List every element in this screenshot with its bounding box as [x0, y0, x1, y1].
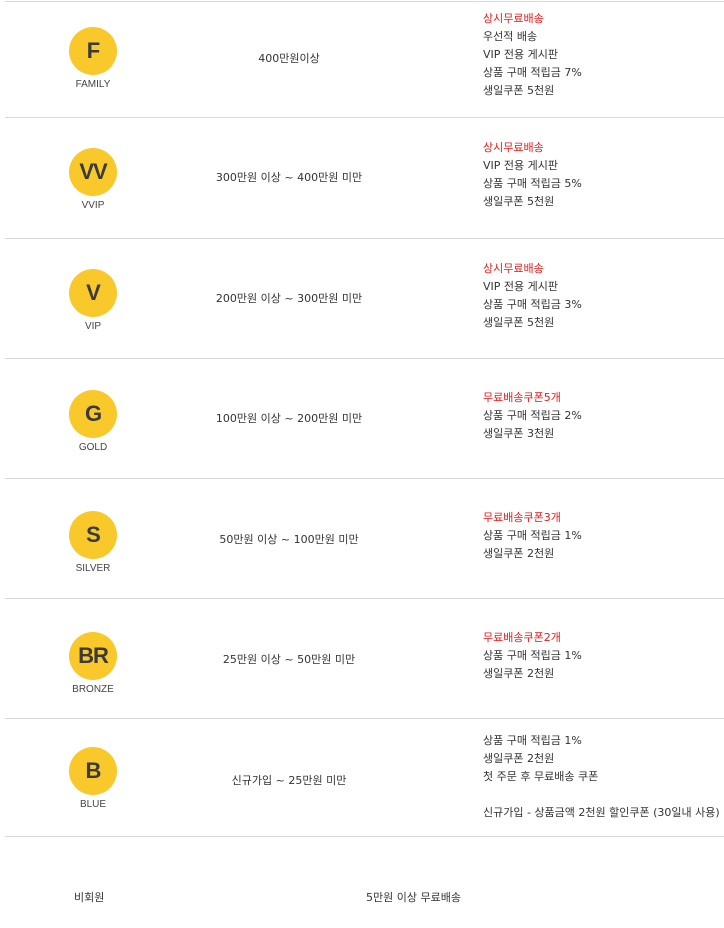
benefit-item: 상품 구매 적립금 2% — [483, 409, 582, 422]
purchase-condition: 400만원이상 — [258, 52, 320, 65]
nonmember-label: 비회원 — [74, 891, 105, 904]
benefit-item: 생일쿠폰 3천원 — [483, 427, 555, 440]
benefit-list: 무료배송쿠폰3개 상품 구매 적립금 1% 생일쿠폰 2천원 — [483, 509, 724, 563]
tier-row-blue: B BLUE 신규가입 ~ 25만원 미만 상품 구매 적립금 1% 생일쿠폰 … — [5, 719, 724, 837]
purchase-condition: 100만원 이상 ~ 200만원 미만 — [215, 412, 363, 425]
benefit-note: 신규가입 - 상품금액 2천원 할인쿠폰 (30일내 사용) — [483, 806, 720, 819]
grade-name: GOLD — [78, 442, 108, 453]
benefit-highlight: 상시무료배송 — [483, 12, 544, 25]
grade-badge-icon: VV — [69, 148, 117, 196]
grade-cell: S SILVER — [35, 479, 151, 598]
grade-badge-icon: BR — [69, 632, 117, 680]
benefit-highlight: 무료배송쿠폰2개 — [483, 631, 561, 644]
benefit-item: VIP 전용 게시판 — [483, 48, 558, 61]
purchase-condition: 200만원 이상 ~ 300만원 미만 — [215, 292, 363, 305]
benefit-item: 생일쿠폰 2천원 — [483, 547, 555, 560]
grade-badge-icon: S — [69, 511, 117, 559]
benefit-item: 상품 구매 적립금 1% — [483, 529, 582, 542]
grade-badge-icon: V — [69, 269, 117, 317]
benefit-highlight: 무료배송쿠폰3개 — [483, 511, 561, 524]
benefit-item: 상품 구매 적립금 7% — [483, 66, 582, 79]
benefit-list: 상시무료배송 VIP 전용 게시판 상품 구매 적립금 5% 생일쿠폰 5천원 — [483, 139, 724, 211]
benefit-highlight: 상시무료배송 — [483, 141, 544, 154]
tier-row-vvip: VV VVIP 300만원 이상 ~ 400만원 미만 상시무료배송 VIP 전… — [5, 118, 724, 239]
benefit-item: 상품 구매 적립금 5% — [483, 177, 582, 190]
benefit-list: 무료배송쿠폰5개 상품 구매 적립금 2% 생일쿠폰 3천원 — [483, 389, 724, 443]
table-top-border — [5, 1, 724, 2]
benefit-item: 우선적 배송 — [483, 30, 538, 43]
benefit-list: 상시무료배송 우선적 배송 VIP 전용 게시판 상품 구매 적립금 7% 생일… — [483, 10, 724, 100]
grade-cell: F FAMILY — [35, 2, 151, 117]
grade-name: VIP — [84, 321, 102, 332]
grade-cell: B BLUE — [35, 719, 151, 836]
benefit-item: 생일쿠폰 5천원 — [483, 84, 555, 97]
grade-badge-icon: B — [69, 747, 117, 795]
grade-name: BRONZE — [72, 684, 114, 695]
tier-row-family: F FAMILY 400만원이상 상시무료배송 우선적 배송 VIP 전용 게시… — [5, 2, 724, 118]
purchase-condition: 300만원 이상 ~ 400만원 미만 — [215, 171, 363, 184]
tier-row-bronze: BR BRONZE 25만원 이상 ~ 50만원 미만 무료배송쿠폰2개 상품 … — [5, 599, 724, 719]
purchase-condition: 신규가입 ~ 25만원 미만 — [231, 774, 347, 787]
benefit-item: 첫 주문 후 무료배송 쿠폰 — [483, 770, 599, 783]
benefit-highlight: 무료배송쿠폰5개 — [483, 391, 561, 404]
benefit-spacer — [483, 786, 724, 804]
grade-cell: VV VVIP — [35, 118, 151, 238]
grade-badge-icon: G — [69, 390, 117, 438]
benefit-list: 상품 구매 적립금 1% 생일쿠폰 2천원 첫 주문 후 무료배송 쿠폰 신규가… — [483, 732, 724, 822]
grade-cell: G GOLD — [35, 359, 151, 478]
purchase-condition: 50만원 이상 ~ 100만원 미만 — [219, 533, 359, 546]
grade-name: SILVER — [75, 563, 111, 574]
benefit-item: VIP 전용 게시판 — [483, 280, 558, 293]
benefit-item: 생일쿠폰 2천원 — [483, 667, 555, 680]
benefit-item: 상품 구매 적립금 1% — [483, 734, 582, 747]
grade-cell: BR BRONZE — [35, 599, 151, 718]
benefit-item: 생일쿠폰 5천원 — [483, 195, 555, 208]
grade-name: VVIP — [81, 200, 105, 211]
benefit-item: 상품 구매 적립금 3% — [483, 298, 582, 311]
purchase-condition: 25만원 이상 ~ 50만원 미만 — [222, 653, 356, 666]
grade-name: BLUE — [79, 799, 107, 810]
benefit-item: 생일쿠폰 5천원 — [483, 316, 555, 329]
tier-row-silver: S SILVER 50만원 이상 ~ 100만원 미만 무료배송쿠폰3개 상품 … — [5, 479, 724, 599]
benefit-item: 생일쿠폰 2천원 — [483, 752, 555, 765]
nonmember-benefit: 5만원 이상 무료배송 — [366, 891, 461, 904]
grade-badge-icon: F — [69, 27, 117, 75]
grade-cell: V VIP — [35, 239, 151, 358]
grade-name: FAMILY — [75, 79, 111, 90]
tier-row-vip: V VIP 200만원 이상 ~ 300만원 미만 상시무료배송 VIP 전용 … — [5, 239, 724, 359]
tier-row-gold: G GOLD 100만원 이상 ~ 200만원 미만 무료배송쿠폰5개 상품 구… — [5, 359, 724, 479]
benefit-item: VIP 전용 게시판 — [483, 159, 558, 172]
benefit-highlight: 상시무료배송 — [483, 262, 544, 275]
benefit-item: 상품 구매 적립금 1% — [483, 649, 582, 662]
benefit-list: 상시무료배송 VIP 전용 게시판 상품 구매 적립금 3% 생일쿠폰 5천원 — [483, 260, 724, 332]
benefit-list: 무료배송쿠폰2개 상품 구매 적립금 1% 생일쿠폰 2천원 — [483, 629, 724, 683]
